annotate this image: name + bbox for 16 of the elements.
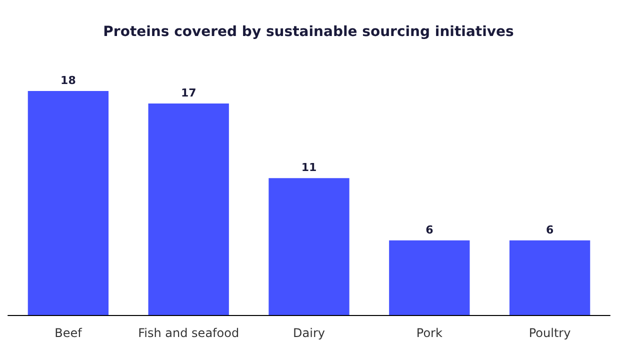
data-label: 6	[426, 223, 434, 236]
bar	[28, 91, 109, 315]
bar	[389, 240, 470, 315]
bar	[268, 178, 350, 315]
x-tick-label: Fish and seafood	[138, 326, 240, 340]
x-tick-label: Poultry	[528, 326, 571, 340]
data-label: 18	[60, 74, 76, 87]
data-label: 17	[180, 86, 196, 100]
data-label: 11	[301, 161, 317, 174]
x-tick-label: Pork	[416, 326, 442, 340]
bar	[509, 240, 590, 315]
x-tick-label: Beef	[54, 326, 83, 340]
data-label: 6	[546, 223, 554, 236]
chart-title: Proteins covered by sustainable sourcing initiatives	[103, 24, 514, 40]
bar	[148, 103, 229, 315]
x-tick-label: Dairy	[293, 326, 325, 340]
